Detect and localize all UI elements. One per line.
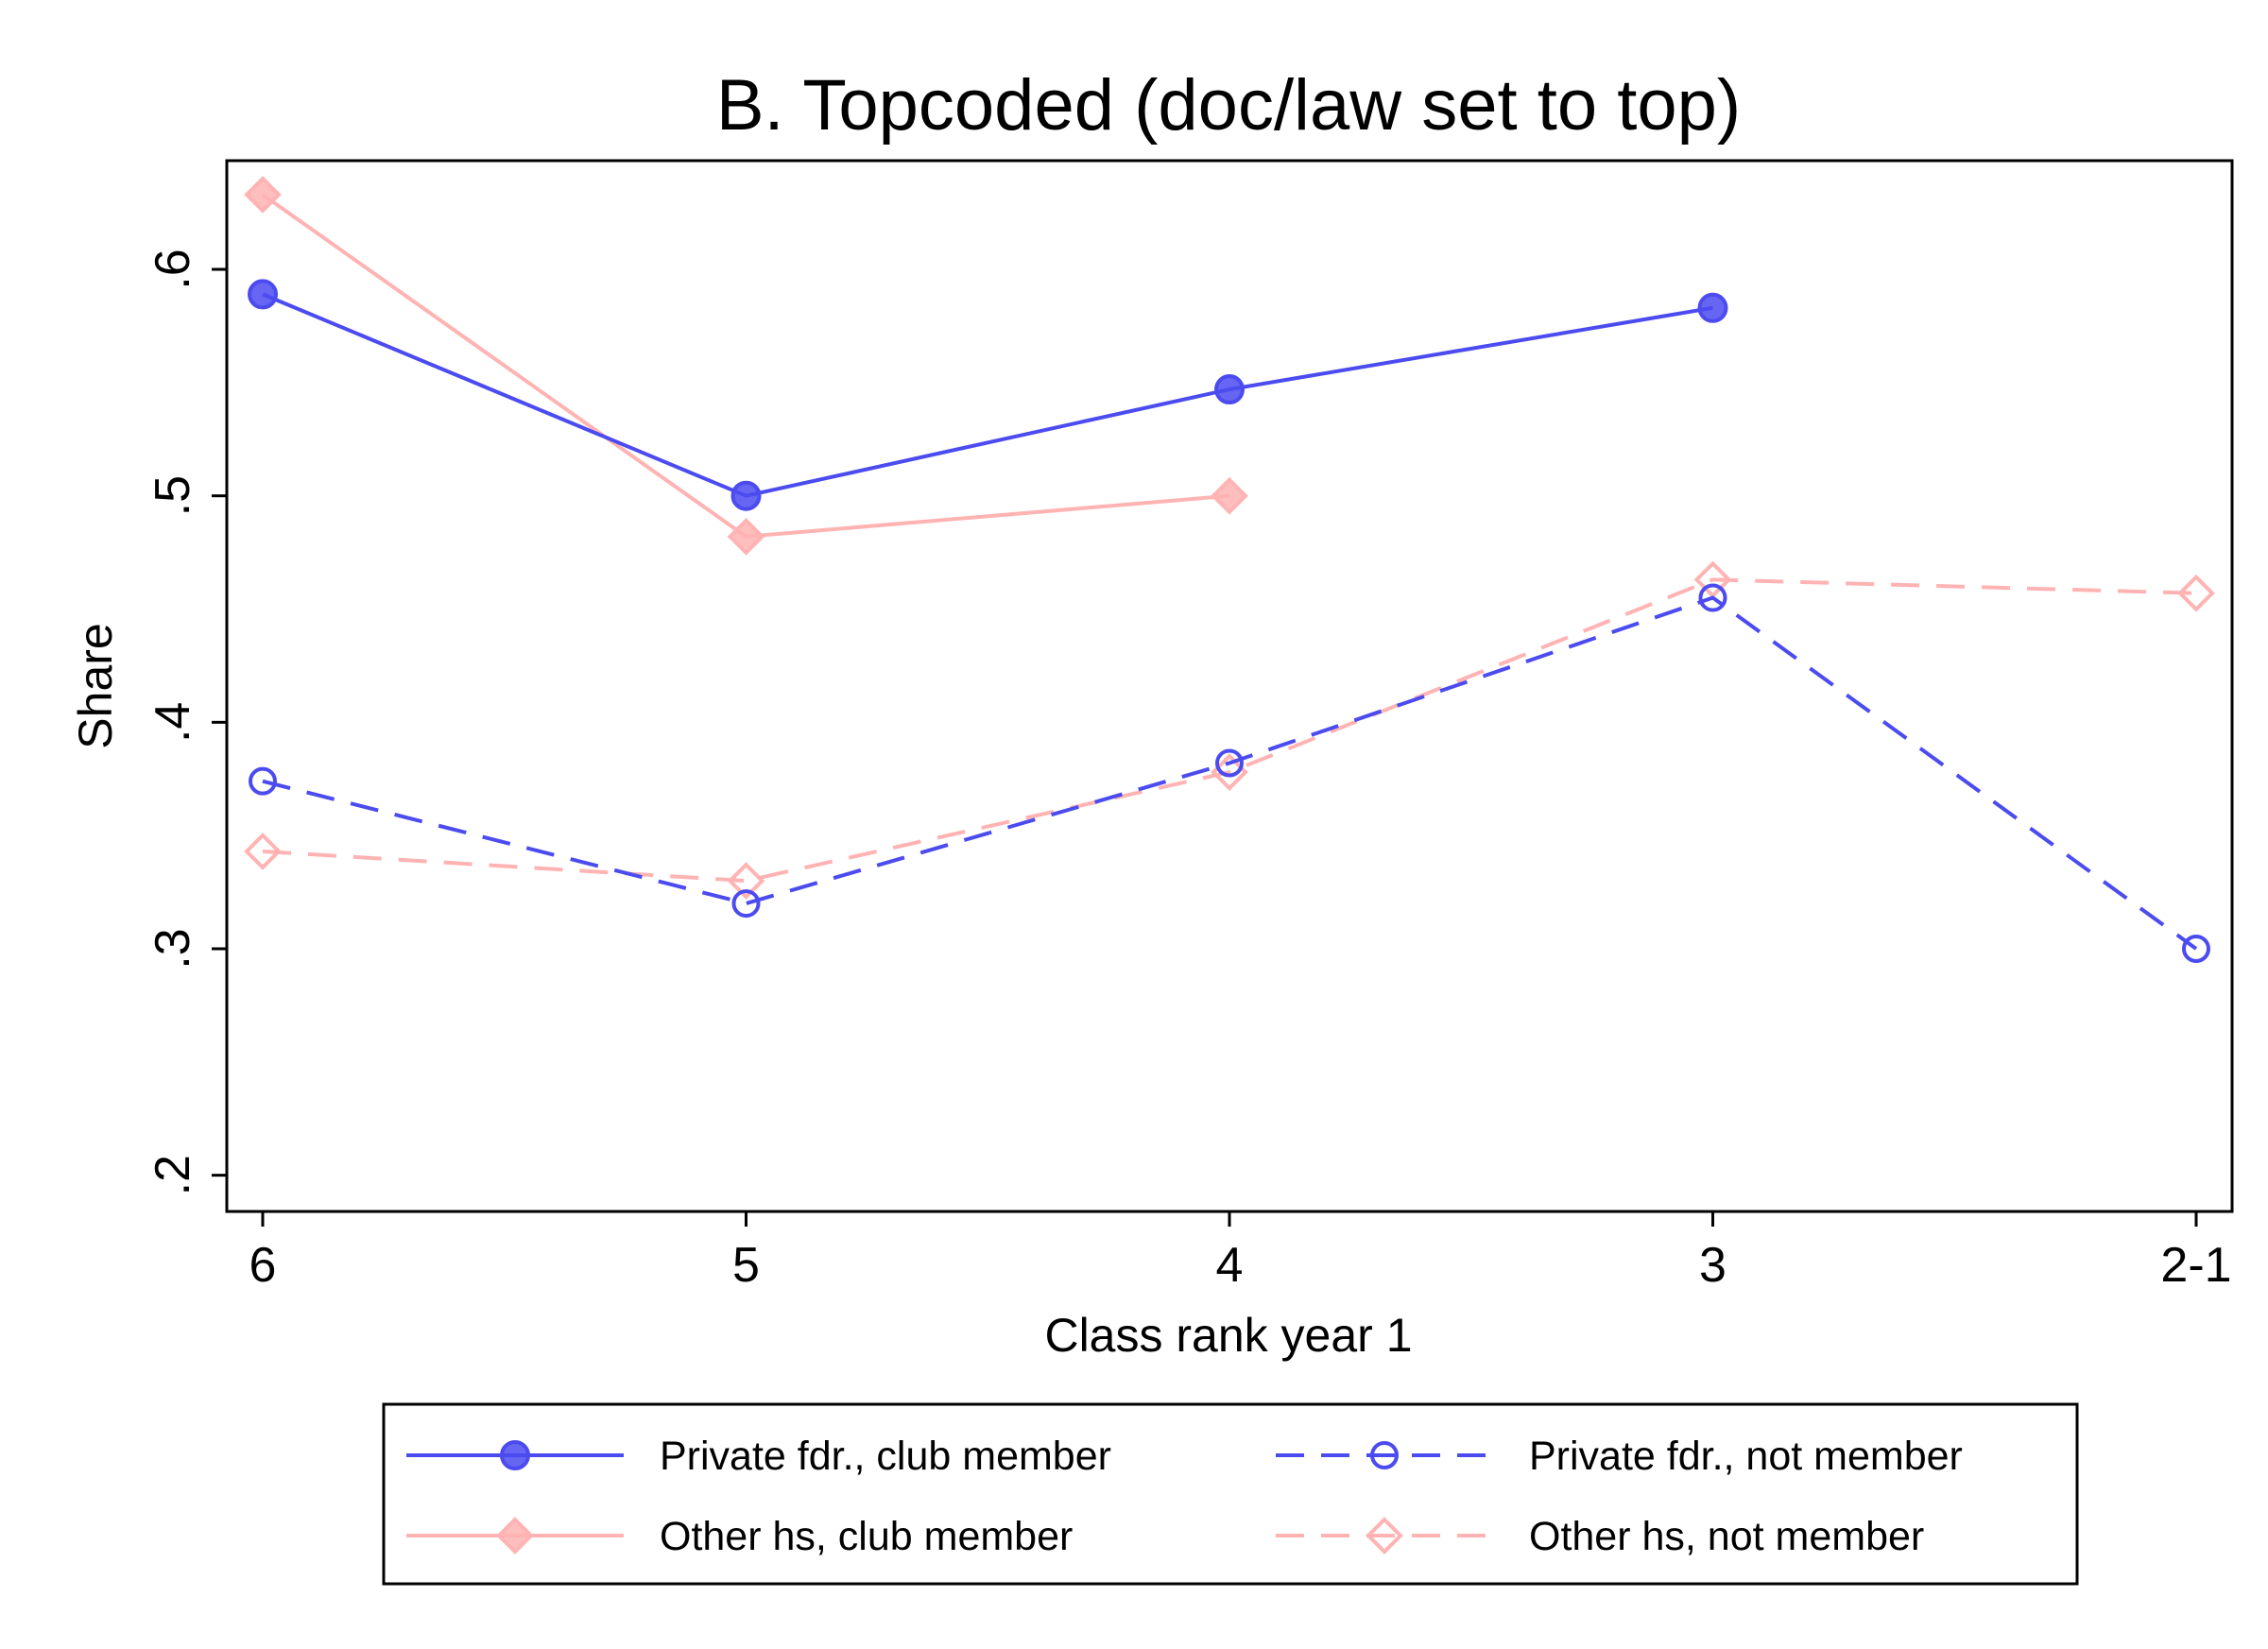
y-axis: .2 .3 .4 .5 .6 [146,249,227,1195]
data-point [2182,935,2210,963]
legend-item: Private fdr., club member [406,1434,1111,1479]
legend-box [382,1402,2079,1586]
data-point [1215,748,1244,778]
data-point [727,517,765,556]
data-point [730,480,762,511]
legend-swatch-marker [1366,1517,1403,1555]
x-axis: 6 5 4 3 2-1 [249,1211,2232,1293]
data-point [727,862,765,900]
series-2 [244,176,1248,556]
series-1 [249,583,2210,963]
x-axis-title: Class rank year 1 [1044,1309,1412,1362]
series-line [262,292,1713,498]
data-point [731,889,761,919]
data-point [244,833,282,870]
y-tick-label: .3 [146,928,200,969]
y-tick-label: .2 [146,1155,200,1195]
legend-swatch-marker [496,1517,534,1555]
data-point [249,766,277,796]
legend-label: Private fdr., club member [660,1434,1111,1479]
legend-item: Private fdr., not member [1276,1434,1963,1479]
data-point [1214,374,1245,405]
plot-area [225,159,2234,1213]
series-3 [244,560,2215,900]
legend-swatch-marker [500,1440,530,1470]
x-tick-label: 4 [1216,1238,1244,1293]
y-tick-label: .6 [146,249,200,289]
legend-label: Other hs, club member [660,1514,1073,1559]
x-tick-label: 2-1 [2160,1238,2231,1293]
series-line [262,577,2197,884]
series-line [262,595,2198,951]
legend: Private fdr., club member Private fdr., n… [382,1402,2079,1586]
legend-swatch-marker [1370,1441,1399,1469]
data-point [248,279,278,310]
data-point [1211,476,1248,515]
x-tick-label: 5 [732,1238,760,1293]
legend-item: Other hs, not member [1276,1514,1924,1559]
data-point [2177,574,2215,612]
data-point [244,176,282,214]
data-point [1698,583,1727,612]
series-0 [248,279,1728,511]
x-tick-label: 3 [1699,1238,1727,1293]
data-point [1697,292,1728,323]
legend-label: Private fdr., not member [1529,1434,1963,1479]
y-axis-title: Share [69,623,122,748]
data-point [1693,560,1732,599]
legend-item: Other hs, club member [406,1514,1073,1559]
chart-title: B. Topcoded (doc/law set to top) [716,65,1741,146]
y-tick-label: .5 [146,475,200,516]
legend-label: Other hs, not member [1529,1514,1924,1559]
y-tick-label: .4 [146,702,200,743]
x-tick-label: 6 [249,1238,277,1293]
series-layer [244,176,2215,963]
